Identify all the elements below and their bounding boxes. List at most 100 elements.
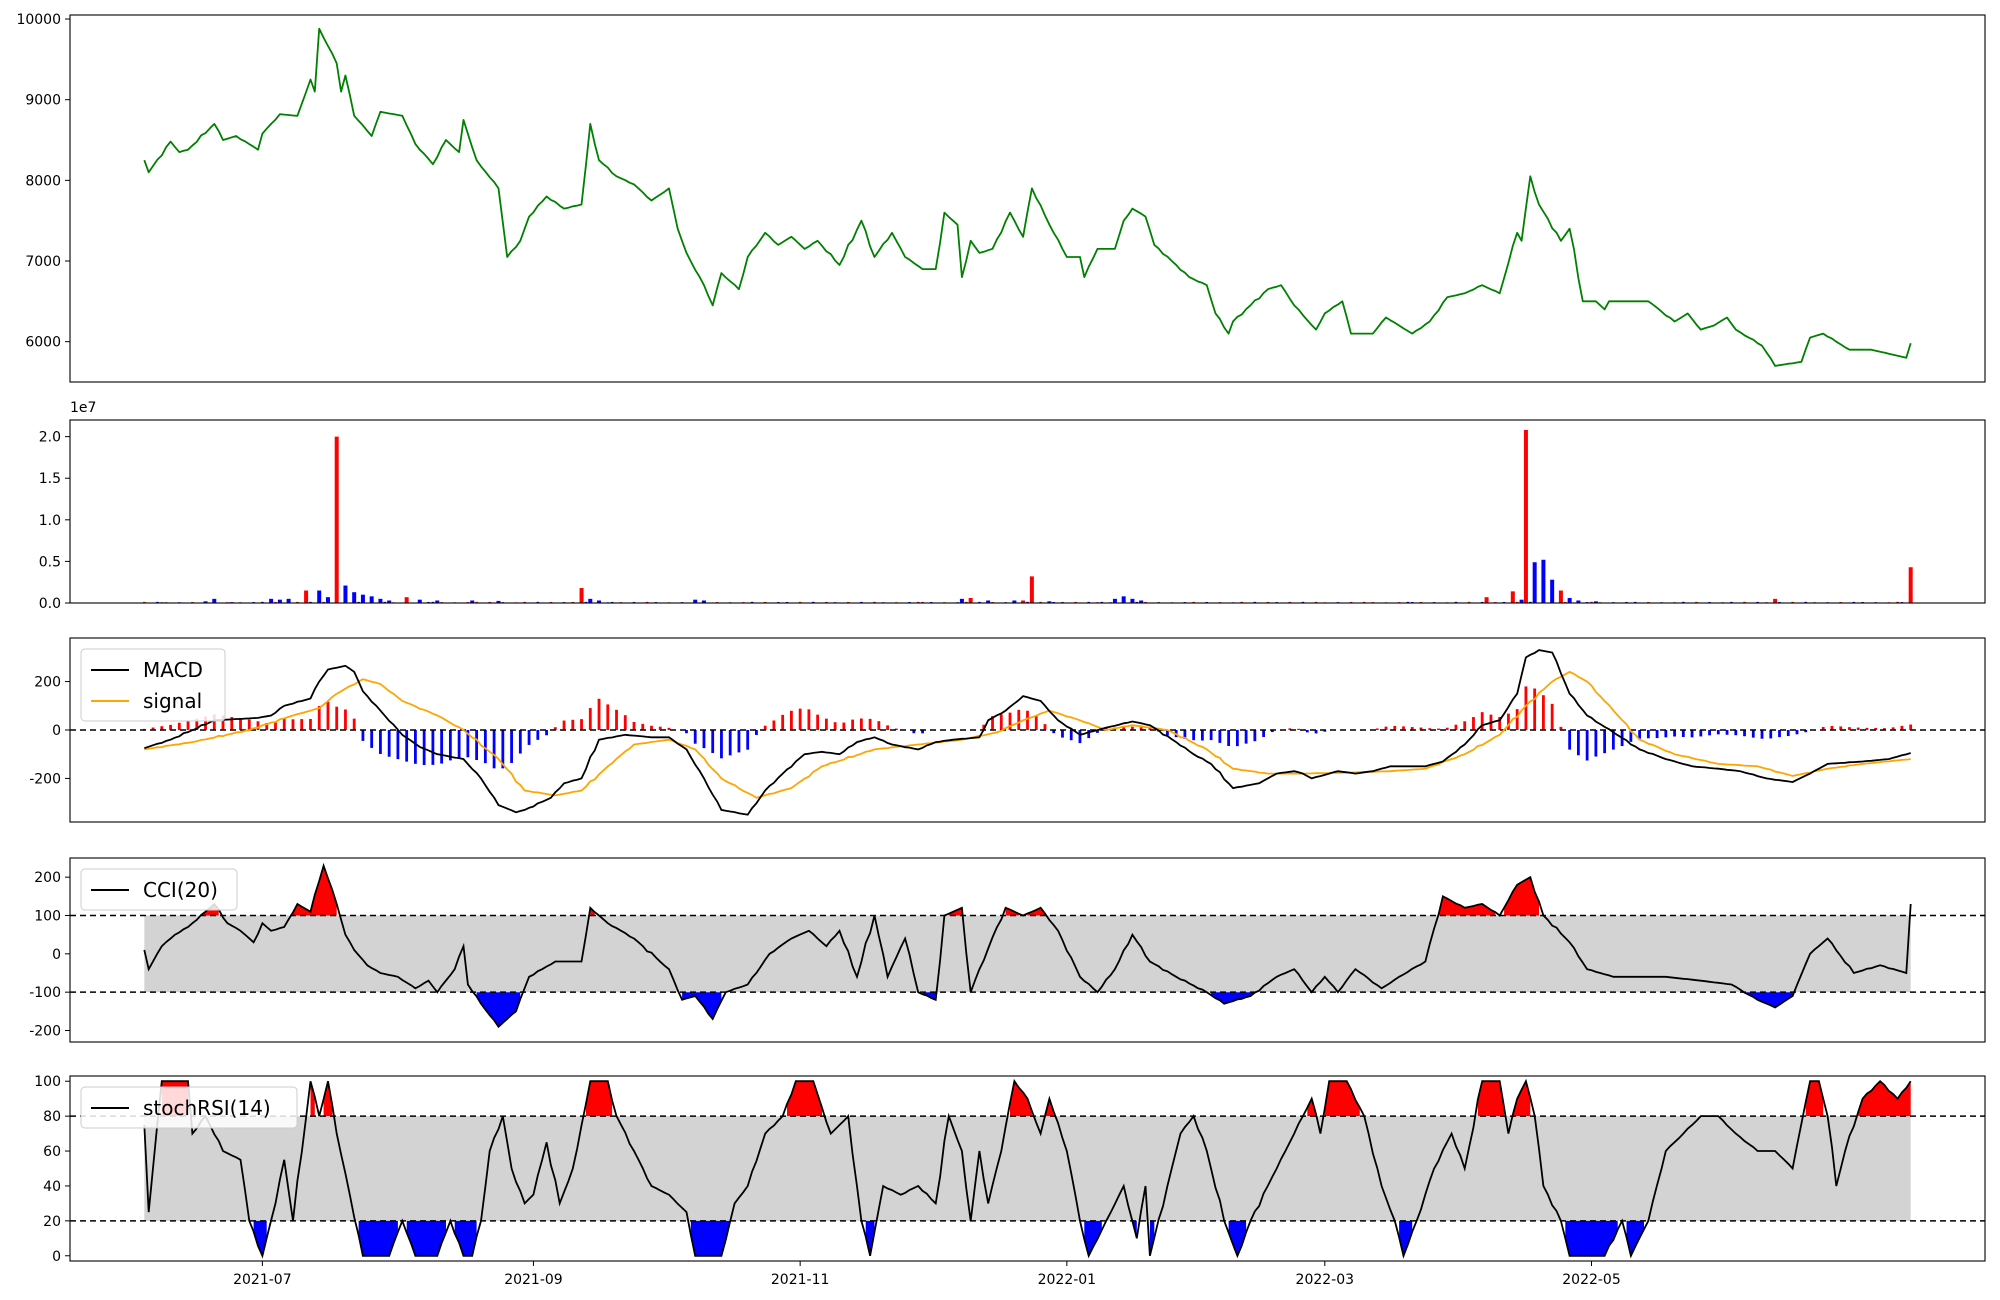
- volume-bar: [1523, 429, 1528, 603]
- cci-legend-label: CCI(20): [143, 878, 218, 902]
- cci-ytick-label: 200: [34, 870, 61, 886]
- volume-bar: [496, 600, 501, 603]
- volume-bar: [1240, 601, 1244, 603]
- macd-ytick-label: 200: [34, 675, 61, 691]
- volume-bar: [693, 599, 698, 603]
- macd-histogram-bar: [1305, 730, 1309, 733]
- volume-bar: [1087, 601, 1091, 603]
- macd-histogram-bar: [387, 730, 391, 757]
- macd-ytick-label: 0: [52, 723, 61, 739]
- volume-bar: [1682, 601, 1685, 603]
- macd-histogram-bar: [1323, 730, 1327, 732]
- macd-histogram-bar: [1297, 728, 1300, 730]
- stochrsi-overbought-fill: [1477, 1081, 1505, 1117]
- macd-histogram-bar: [1402, 726, 1405, 730]
- macd-histogram-bar: [1419, 727, 1423, 730]
- volume-bar: [417, 599, 422, 603]
- macd-histogram-bar: [186, 720, 190, 730]
- volume-bar: [701, 600, 706, 603]
- macd-histogram-bar: [344, 709, 347, 730]
- macd-histogram-bar: [650, 725, 653, 730]
- cci-ytick-label: -200: [29, 1024, 61, 1040]
- macd-histogram-bar: [1087, 730, 1091, 739]
- stochrsi-oversold-fill: [253, 1220, 267, 1256]
- volume-bar: [1253, 601, 1257, 603]
- stochrsi-ytick-label: 100: [34, 1074, 61, 1090]
- macd-histogram-bar: [440, 730, 444, 764]
- stochrsi-overbought-fill: [1045, 1098, 1054, 1117]
- volume-bar: [383, 601, 387, 603]
- macd-histogram-bar: [396, 730, 400, 760]
- volume-bar: [811, 601, 815, 603]
- volume-bar: [212, 598, 217, 603]
- macd-histogram-bar: [1288, 728, 1292, 730]
- macd-histogram-bar: [317, 706, 321, 730]
- macd-histogram-bar: [711, 730, 715, 753]
- volume-bar: [588, 598, 593, 603]
- volume-bar: [1593, 601, 1598, 603]
- macd-histogram-bar: [431, 730, 435, 765]
- macd-histogram-bar: [1751, 730, 1755, 738]
- macd-histogram-bar: [693, 730, 697, 744]
- macd-histogram-bar: [1839, 726, 1843, 730]
- macd-histogram-bar: [204, 716, 207, 730]
- macd-histogram-bar: [1218, 730, 1222, 743]
- macd-histogram-bar: [1629, 730, 1633, 742]
- macd-histogram-bar: [1096, 730, 1099, 733]
- volume-bar: [378, 598, 383, 603]
- volume-bar: [1314, 601, 1318, 603]
- stochrsi-overbought-fill: [1010, 1081, 1032, 1117]
- macd-histogram-bar: [868, 718, 872, 730]
- macd-histogram-bar: [720, 730, 723, 759]
- macd-histogram-bar: [1848, 727, 1851, 730]
- volume-bar: [431, 601, 435, 603]
- stochrsi-ytick-label: 40: [43, 1179, 61, 1195]
- volume-bar: [825, 601, 828, 603]
- macd-histogram-bar: [772, 720, 776, 730]
- macd-histogram-bar: [1122, 727, 1126, 730]
- macd-histogram-bar: [510, 730, 513, 763]
- stochrsi-oversold-fill: [358, 1220, 398, 1256]
- macd-histogram-bar: [1874, 727, 1878, 730]
- stochrsi-oversold-fill: [1228, 1220, 1247, 1256]
- stochrsi-ytick-label: 0: [52, 1249, 61, 1265]
- x-tick-label: 2022-01: [1038, 1272, 1097, 1288]
- macd-histogram-bar: [1690, 730, 1694, 738]
- stochrsi-ytick-label: 20: [43, 1214, 61, 1230]
- volume-bar: [1406, 601, 1410, 603]
- macd-histogram-bar: [309, 719, 312, 730]
- macd-histogram-bar: [527, 730, 531, 745]
- volume-bar: [261, 601, 264, 603]
- cci-legend: [80, 868, 238, 911]
- macd-histogram-bar: [1428, 728, 1432, 730]
- macd-histogram-bar: [1708, 730, 1711, 736]
- macd-histogram-bar: [755, 730, 758, 735]
- stochrsi-oversold-fill: [1149, 1220, 1155, 1256]
- macd-histogram-bar: [1253, 730, 1257, 742]
- macd-histogram-bar: [1524, 686, 1528, 730]
- volume-bar: [470, 600, 475, 603]
- macd-histogram-bar: [379, 730, 382, 754]
- macd-histogram-bar: [763, 725, 767, 730]
- macd-histogram-bar: [1830, 725, 1834, 730]
- volume-bar: [1756, 601, 1759, 603]
- macd-histogram-bar: [1069, 730, 1073, 741]
- macd-histogram-bar: [221, 715, 225, 730]
- macd-histogram-bar: [921, 730, 924, 734]
- stochrsi-overbought-fill: [310, 1081, 315, 1117]
- cci-overbought-fill: [293, 865, 337, 916]
- cci-oversold-fill: [476, 992, 521, 1027]
- stochrsi-oversold-fill: [690, 1220, 731, 1256]
- stochrsi-legend-label: stochRSI(14): [143, 1096, 271, 1120]
- stochrsi-frame: [69, 1075, 1986, 1262]
- macd-histogram-bar: [256, 721, 260, 730]
- macd-legend-label: MACD: [143, 658, 203, 682]
- volume-bar: [1301, 601, 1305, 603]
- volume-frame: [69, 419, 1986, 604]
- macd-histogram-bar: [1034, 715, 1038, 730]
- macd-histogram-bar: [1734, 730, 1738, 736]
- macd-histogram-bar: [274, 721, 277, 730]
- macd-histogram-bar: [1472, 717, 1475, 730]
- volume-bar: [964, 601, 968, 603]
- volume-bar: [322, 601, 325, 603]
